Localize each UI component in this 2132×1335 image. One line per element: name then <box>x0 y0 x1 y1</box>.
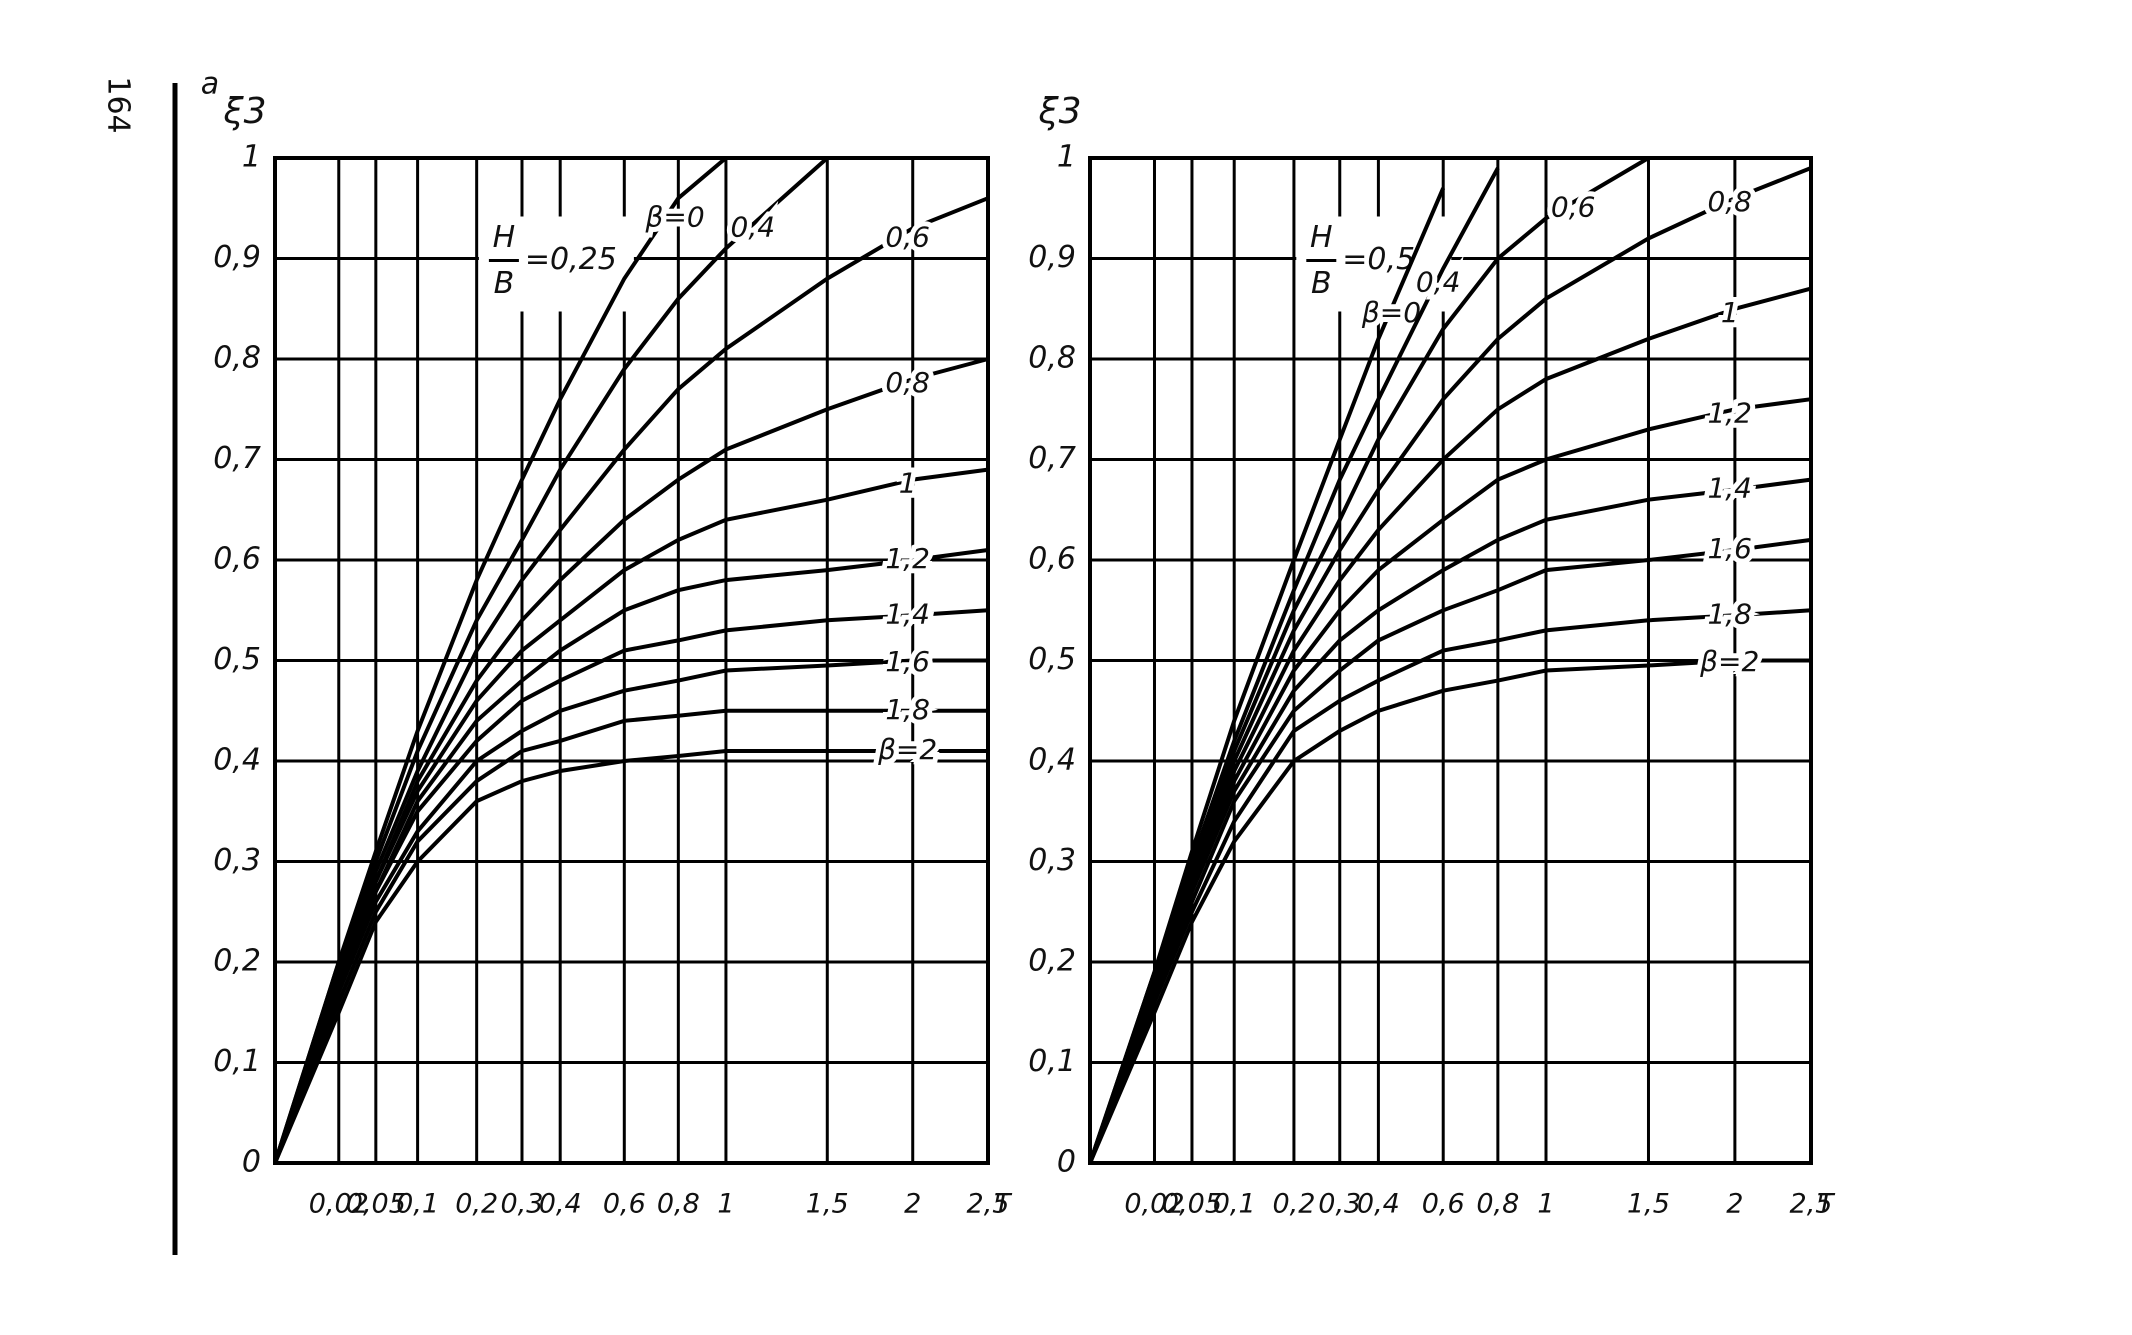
x-tick-label: 2,5 <box>967 1189 1010 1220</box>
x-tick-label: 0,2 <box>1272 1189 1315 1220</box>
x-tick-label: 1 <box>1537 1189 1554 1220</box>
y-tick-label: 0,3 <box>1028 843 1076 878</box>
curve <box>1088 537 1812 1164</box>
y-axis-label: ξ3 <box>223 91 267 132</box>
y-tick-label: 0,5 <box>213 642 261 677</box>
x-tick-label: 0,3 <box>1318 1189 1361 1220</box>
y-tick-label: 0,5 <box>1028 642 1076 677</box>
panel-label: а <box>201 67 219 102</box>
y-tick-label: 0,3 <box>213 843 261 878</box>
curve <box>273 608 989 1164</box>
x-tick-label: 0,4 <box>1357 1189 1400 1220</box>
curve <box>273 156 829 1164</box>
curve-label: 1,2 <box>885 542 930 575</box>
x-tick-label: 0,4 <box>539 1189 582 1220</box>
x-tick-label: 0,05 <box>1162 1189 1222 1220</box>
y-tick-label: 0,4 <box>1028 743 1076 778</box>
curve <box>273 749 988 1164</box>
y-tick-label: 0,6 <box>213 542 261 577</box>
y-tick-label: 0,9 <box>1028 240 1076 275</box>
x-tick-label: 2 <box>1726 1189 1743 1220</box>
curve-label: 0,4 <box>1416 266 1461 299</box>
x-tick-label: 0,1 <box>396 1189 439 1220</box>
y-tick-label: 0,7 <box>1028 441 1076 476</box>
curve-label: 1,4 <box>885 597 930 630</box>
x-tick-label: 0,8 <box>657 1189 700 1220</box>
chart: 00,10,20,30,40,50,60,70,80,910,020,050,1… <box>1028 91 1836 1220</box>
annotation-denominator: B <box>494 266 515 301</box>
y-tick-label: 0,2 <box>1028 944 1076 979</box>
y-tick-label: 0 <box>1057 1145 1076 1180</box>
y-tick-label: 0,8 <box>1028 341 1076 376</box>
curve-label: 1,8 <box>885 693 930 726</box>
curve <box>1088 286 1812 1164</box>
curve <box>1088 397 1812 1164</box>
x-tick-label: 2 <box>904 1189 921 1220</box>
curve <box>1088 156 1650 1164</box>
curve-label: 1,8 <box>1707 597 1752 630</box>
curve-label: 1,6 <box>1707 532 1752 565</box>
annotation-numerator: H <box>1310 220 1333 255</box>
curve-label: β=0 <box>1361 296 1421 329</box>
page-number: 164 <box>101 76 136 133</box>
curve <box>273 658 988 1164</box>
chart: 00,10,20,30,40,50,60,70,80,910,020,050,1… <box>213 91 1013 1220</box>
x-tick-label: 1,5 <box>1627 1189 1670 1220</box>
curve-label: 1,2 <box>1707 396 1752 429</box>
y-tick-label: 0 <box>242 1145 261 1180</box>
annotation-value: =0,25 <box>525 242 617 277</box>
curve-label: β=2 <box>1699 645 1759 678</box>
curve <box>1088 658 1811 1164</box>
annotation-bg <box>478 216 634 312</box>
x-tick-label: 0,02 <box>1124 1189 1184 1220</box>
curve <box>1088 477 1812 1164</box>
curve <box>273 467 989 1164</box>
curve <box>273 196 989 1164</box>
curve-label: 1,6 <box>885 645 930 678</box>
x-axis-label: T <box>994 1189 1013 1220</box>
curve-label: 1 <box>1721 296 1739 329</box>
y-tick-label: 1 <box>242 140 261 175</box>
x-tick-label: 2,5 <box>1790 1189 1833 1220</box>
x-tick-label: 0,6 <box>603 1189 646 1220</box>
curve <box>1088 167 1500 1164</box>
curve-label: 0,8 <box>885 366 930 399</box>
curve <box>273 708 988 1164</box>
y-tick-label: 0,1 <box>213 1044 261 1079</box>
x-tick-label: 1 <box>717 1189 734 1220</box>
y-tick-label: 0,6 <box>1028 542 1076 577</box>
x-axis-label: T <box>1817 1189 1836 1220</box>
x-tick-label: 0,02 <box>309 1189 369 1220</box>
x-tick-label: 0,2 <box>455 1189 498 1220</box>
curve-label: 0,6 <box>885 220 930 253</box>
curve-label: 0,8 <box>1707 185 1752 218</box>
x-tick-label: 1,5 <box>806 1189 849 1220</box>
y-tick-label: 0,4 <box>213 743 261 778</box>
y-tick-label: 0,8 <box>213 341 261 376</box>
x-tick-label: 0,8 <box>1476 1189 1519 1220</box>
y-axis-label: ξ3 <box>1038 91 1082 132</box>
x-tick-label: 0,6 <box>1422 1189 1465 1220</box>
y-tick-label: 0,7 <box>213 441 261 476</box>
y-tick-label: 0,9 <box>213 240 261 275</box>
curve-label: 0,6 <box>1551 190 1596 223</box>
curve-label: β=2 <box>877 733 937 766</box>
curve-label: 1 <box>899 467 917 500</box>
curve <box>1088 608 1812 1164</box>
annotation-value: =0,5 <box>1342 242 1415 277</box>
annotation-numerator: H <box>493 220 516 255</box>
y-tick-label: 0,2 <box>213 944 261 979</box>
x-tick-label: 0,3 <box>501 1189 544 1220</box>
x-tick-label: 0,1 <box>1213 1189 1256 1220</box>
annotation-denominator: B <box>1311 266 1332 301</box>
curve-label: 1,4 <box>1707 472 1752 505</box>
y-tick-label: 1 <box>1057 140 1076 175</box>
curve-label: β=0 <box>645 200 705 233</box>
curve-label: 0,4 <box>731 210 776 243</box>
x-tick-label: 0,05 <box>346 1189 406 1220</box>
y-tick-label: 0,1 <box>1028 1044 1076 1079</box>
